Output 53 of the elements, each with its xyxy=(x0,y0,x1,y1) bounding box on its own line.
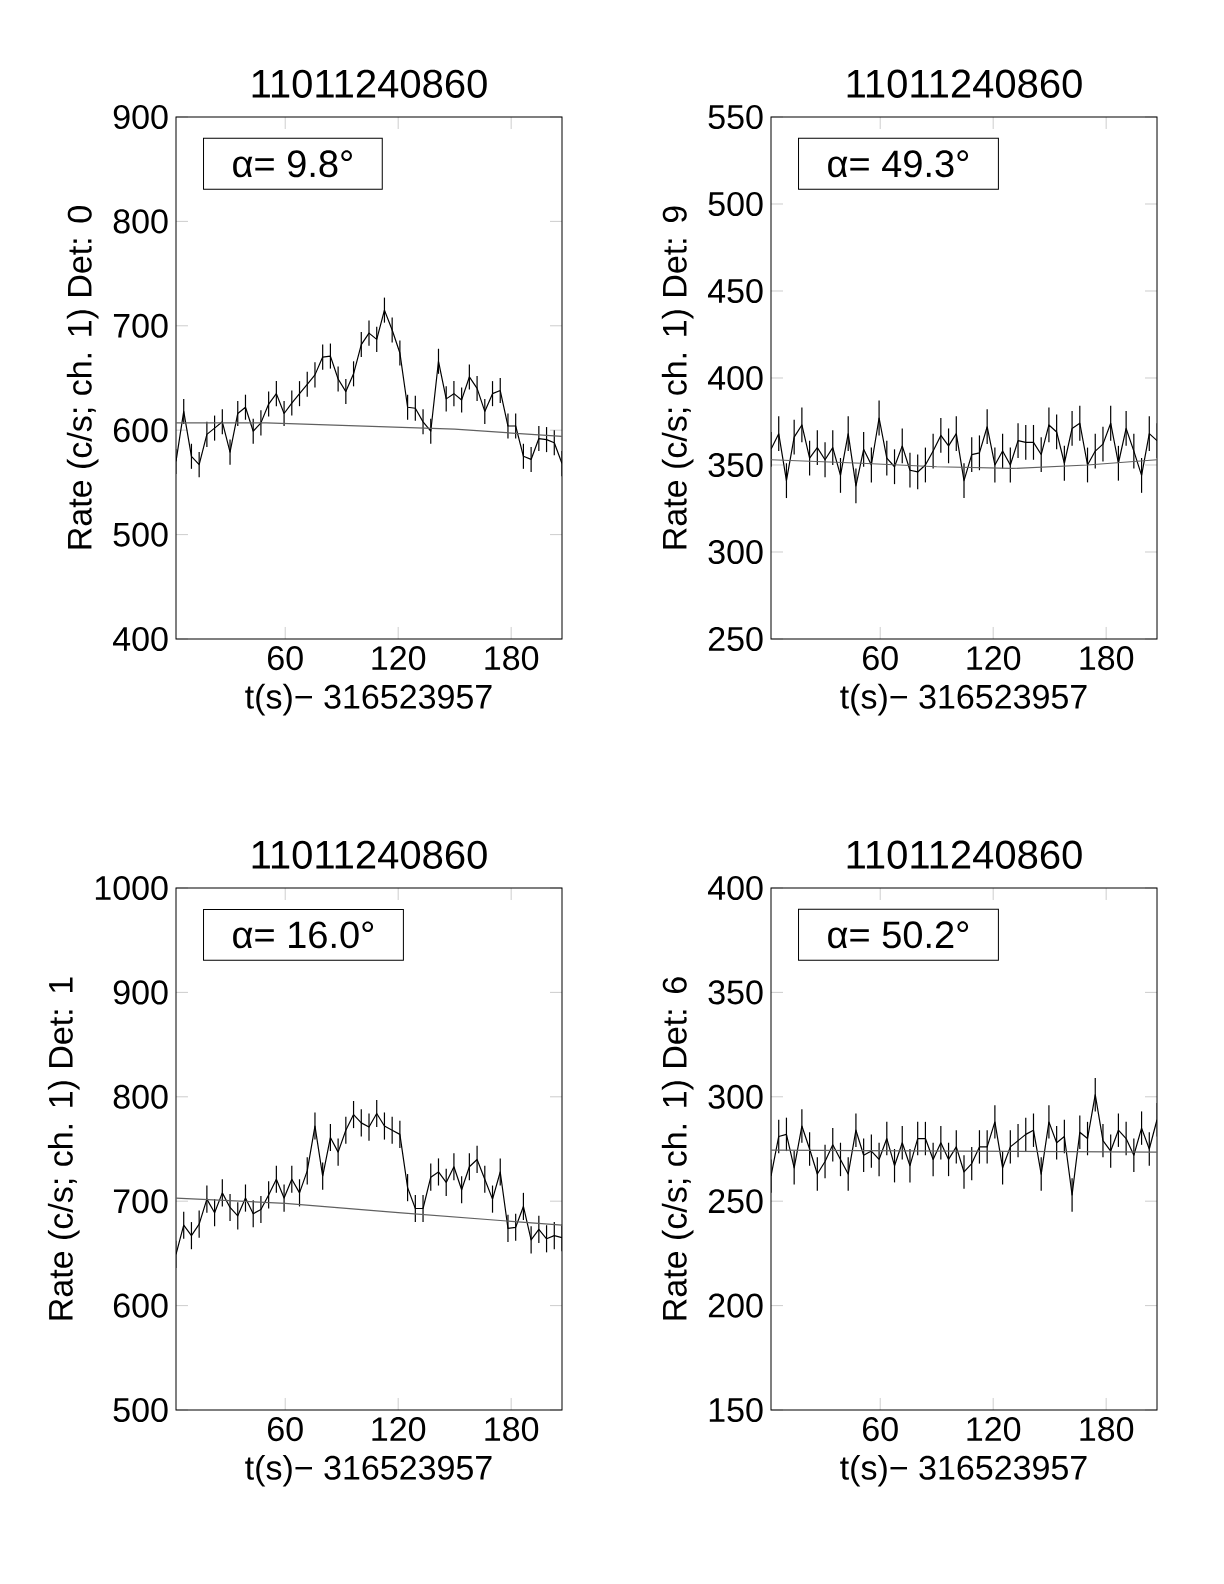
y-tick-label: 250 xyxy=(708,1189,763,1214)
chart-title: 11011240860 xyxy=(847,840,1082,869)
x-tick-label: 60 xyxy=(863,646,898,671)
x-tick-label: 60 xyxy=(268,646,303,671)
y-tick-label: 600 xyxy=(113,1293,168,1318)
y-axis-title: Rate (c/s; ch. 1) Det: 6 xyxy=(661,977,694,1320)
x-tick-label: 60 xyxy=(863,1417,898,1442)
chart-title: 11011240860 xyxy=(847,69,1082,98)
y-tick-label: 200 xyxy=(708,1293,763,1318)
y-tick-label: 150 xyxy=(709,1397,763,1423)
x-axis-title: t(s)− 316523957 xyxy=(840,1454,1087,1487)
x-tick-label: 120 xyxy=(372,646,426,671)
x-tick-label: 120 xyxy=(967,1417,1021,1442)
x-tick-label: 180 xyxy=(485,646,539,671)
x-tick-label: 180 xyxy=(1080,1417,1134,1442)
y-tick-label: 400 xyxy=(112,626,168,652)
y-tick-label: 550 xyxy=(708,104,763,130)
y-tick-label: 400 xyxy=(707,875,763,901)
y-tick-label: 500 xyxy=(113,522,168,547)
y-tick-label: 350 xyxy=(708,980,763,1005)
x-tick-label: 120 xyxy=(967,646,1021,671)
y-tick-label: 500 xyxy=(113,1397,168,1423)
y-tick-label: 600 xyxy=(113,418,168,443)
y-tick-label: 1000 xyxy=(95,875,168,901)
x-tick-label: 120 xyxy=(372,1417,426,1442)
y-tick-label: 800 xyxy=(113,209,168,234)
y-tick-label: 450 xyxy=(707,278,763,304)
annotation: α= 50.2° xyxy=(828,921,969,949)
y-tick-label: 700 xyxy=(113,1189,168,1214)
y-tick-label: 500 xyxy=(708,191,763,217)
annotation: α= 9.8° xyxy=(233,150,352,178)
y-tick-label: 350 xyxy=(708,452,763,478)
y-tick-label: 300 xyxy=(708,1084,763,1109)
y-axis-title: Rate (c/s; ch. 1) Det: 1 xyxy=(47,977,80,1320)
chart-title: 11011240860 xyxy=(252,69,487,98)
y-tick-label: 250 xyxy=(708,626,763,652)
y-axis-title: Rate (c/s; ch. 1) Det: 9 xyxy=(661,206,694,549)
x-axis-title: t(s)− 316523957 xyxy=(840,683,1087,716)
y-tick-label: 900 xyxy=(113,104,168,130)
x-tick-label: 60 xyxy=(268,1417,303,1442)
y-tick-label: 400 xyxy=(707,365,763,391)
y-axis-title: Rate (c/s; ch. 1) Det: 0 xyxy=(66,206,99,549)
chart-title: 11011240860 xyxy=(252,840,487,869)
y-tick-label: 800 xyxy=(113,1084,168,1109)
annotation: α= 49.3° xyxy=(828,150,969,178)
x-tick-label: 180 xyxy=(485,1417,539,1442)
x-axis-title: t(s)− 316523957 xyxy=(245,683,492,716)
annotation: α= 16.0° xyxy=(233,921,374,949)
y-tick-label: 700 xyxy=(113,313,168,338)
y-tick-label: 300 xyxy=(708,539,763,565)
x-axis-title: t(s)− 316523957 xyxy=(245,1454,492,1487)
x-tick-label: 180 xyxy=(1080,646,1134,671)
y-tick-label: 900 xyxy=(113,980,168,1005)
